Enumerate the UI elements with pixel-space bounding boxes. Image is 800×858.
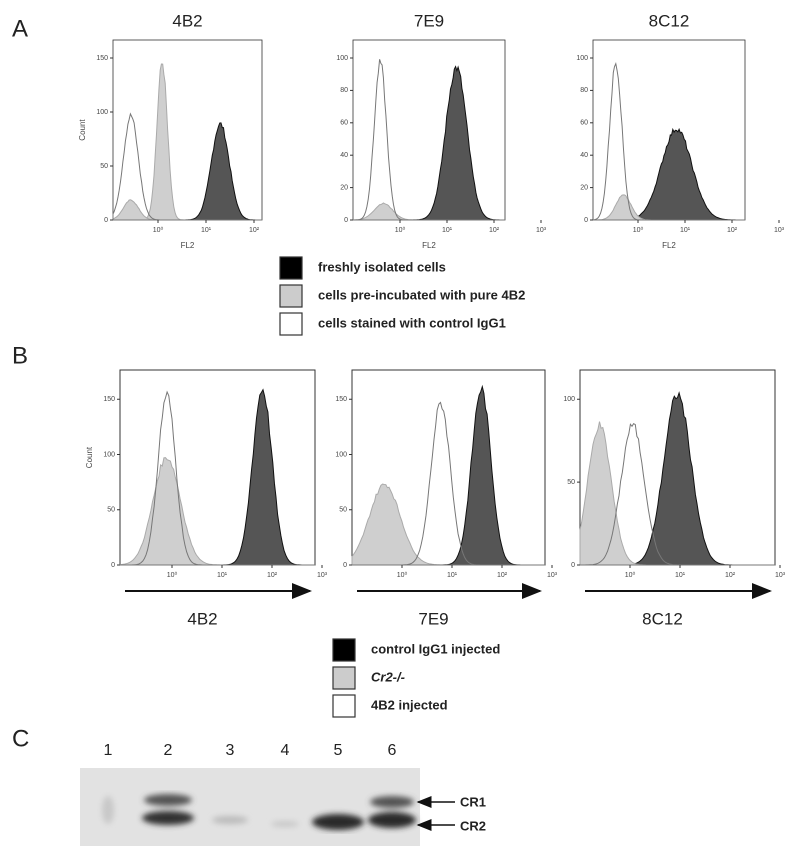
legend-swatch — [332, 638, 356, 662]
y-tick-label: 100 — [576, 55, 588, 62]
band-label: CR1 — [460, 794, 486, 809]
x-tick-label: 10² — [267, 572, 278, 579]
x-tick-label: 10¹ — [217, 572, 228, 579]
lane-label: 2 — [164, 742, 173, 759]
panel-label: B — [12, 342, 28, 369]
y-tick-label: 40 — [340, 152, 348, 159]
legend-swatch — [332, 694, 356, 718]
x-tick-label: 10⁰ — [625, 571, 636, 579]
x-tick-label: 10² — [249, 227, 260, 234]
x-tick-label: 10⁰ — [153, 226, 164, 234]
legend-swatch — [279, 256, 303, 280]
x-tick-label: 10¹ — [201, 227, 212, 234]
legend-label: freshly isolated cells — [318, 259, 446, 274]
blot — [80, 768, 420, 846]
x-tick-label: 10¹ — [680, 227, 691, 234]
x-tick-label: 10⁰ — [397, 571, 408, 579]
x-axis-label: FL2 — [422, 241, 436, 250]
y-tick-label: 100 — [563, 396, 575, 403]
y-tick-label: 0 — [571, 562, 575, 569]
y-tick-label: 60 — [340, 120, 348, 127]
plot-frame — [352, 39, 506, 221]
histogram — [352, 401, 545, 566]
x-tick-label: 10² — [489, 227, 500, 234]
x-tick-label: 10⁰ — [167, 571, 178, 579]
x-tick-label: 10⁰ — [633, 226, 644, 234]
y-tick-label: 60 — [580, 120, 588, 127]
legend-swatch — [279, 312, 303, 336]
lane-label: 5 — [334, 742, 343, 759]
legend-label: Cr2-/- — [371, 669, 405, 684]
y-axis-label: Count — [85, 446, 94, 468]
x-tick-label: 10³ — [775, 572, 786, 579]
band-label: CR2 — [460, 818, 486, 833]
plot-title: 7E9 — [418, 609, 448, 628]
y-tick-label: 100 — [103, 451, 115, 458]
y-tick-label: 50 — [339, 507, 347, 514]
histogram — [580, 423, 775, 566]
y-tick-label: 0 — [104, 217, 108, 224]
y-tick-label: 20 — [580, 184, 588, 191]
panel-label: C — [12, 725, 29, 752]
x-axis-label: FL2 — [662, 241, 676, 250]
histogram — [592, 62, 745, 221]
plot-title: 4B2 — [187, 609, 217, 628]
y-tick-label: 20 — [340, 184, 348, 191]
y-tick-label: 0 — [584, 217, 588, 224]
panel-label: A — [12, 15, 28, 42]
x-tick-label: 10² — [727, 227, 738, 234]
x-tick-label: 10¹ — [675, 572, 686, 579]
x-tick-label: 10³ — [536, 227, 547, 234]
y-tick-label: 50 — [100, 163, 108, 170]
y-tick-label: 50 — [107, 507, 115, 514]
legend-swatch — [332, 666, 356, 690]
histogram — [353, 59, 505, 221]
y-tick-label: 100 — [336, 55, 348, 62]
x-tick-label: 10² — [497, 572, 508, 579]
lane-label: 1 — [104, 742, 113, 759]
x-tick-label: 10¹ — [447, 572, 458, 579]
legend-label: 4B2 injected — [371, 697, 448, 712]
y-tick-label: 150 — [335, 396, 347, 403]
y-tick-label: 0 — [343, 562, 347, 569]
y-tick-label: 0 — [111, 562, 115, 569]
x-tick-label: 10³ — [547, 572, 558, 579]
plot-title: 7E9 — [414, 11, 444, 30]
y-tick-label: 80 — [580, 87, 588, 94]
x-tick-label: 10³ — [774, 227, 785, 234]
y-tick-label: 50 — [567, 479, 575, 486]
plot-frame — [112, 39, 263, 221]
x-tick-label: 10⁰ — [395, 226, 406, 234]
legend-swatch — [279, 284, 303, 308]
histogram — [112, 112, 262, 221]
legend-label: cells stained with control IgG1 — [318, 315, 506, 330]
y-tick-label: 150 — [96, 55, 108, 62]
plot-title: 8C12 — [642, 609, 683, 628]
plot-title: 8C12 — [649, 11, 690, 30]
y-axis-label: Count — [78, 119, 87, 141]
y-tick-label: 40 — [580, 152, 588, 159]
histogram — [120, 390, 315, 566]
y-tick-label: 0 — [344, 217, 348, 224]
x-axis-label: FL2 — [181, 241, 195, 250]
lane-label: 6 — [388, 742, 397, 759]
x-tick-label: 10² — [725, 572, 736, 579]
y-tick-label: 150 — [103, 396, 115, 403]
x-tick-label: 10³ — [317, 572, 328, 579]
blot-bands — [102, 794, 416, 830]
plot-title: 4B2 — [172, 11, 202, 30]
legend-label: cells pre-incubated with pure 4B2 — [318, 287, 525, 302]
y-tick-label: 80 — [340, 87, 348, 94]
x-tick-label: 10¹ — [442, 227, 453, 234]
lane-label: 4 — [281, 742, 290, 759]
y-tick-label: 100 — [335, 451, 347, 458]
legend-label: control IgG1 injected — [371, 641, 500, 656]
y-tick-label: 100 — [96, 109, 108, 116]
lane-label: 3 — [226, 742, 235, 759]
